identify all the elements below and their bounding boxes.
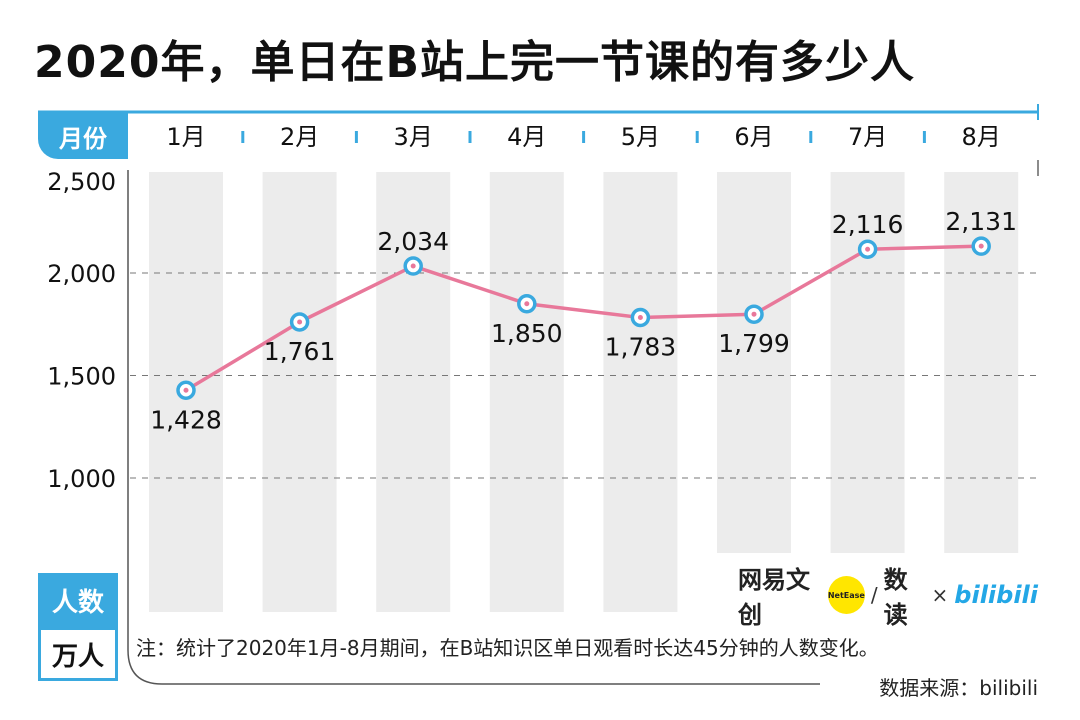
netease-logo: 网易文创 <box>738 566 810 629</box>
x-tick-label: 8月 <box>962 123 1001 151</box>
bilibili-logo: bilibili <box>954 581 1038 609</box>
y-tick-label: 1,500 <box>47 363 116 391</box>
month-band <box>830 172 905 553</box>
chart-title: 2020年，单日在B站上完一节课的有多少人 <box>34 37 915 88</box>
data-point-center <box>637 314 643 320</box>
data-label: 1,428 <box>150 405 222 434</box>
month-band <box>944 172 1019 553</box>
footer-note: 注：统计了2020年1月-8月期间，在B站知识区单日观看时长达45分钟的人数变化… <box>136 636 879 660</box>
month-band <box>376 172 451 612</box>
x-tick-label: 4月 <box>507 123 546 151</box>
x-tick-label: 2月 <box>280 123 319 151</box>
data-label: 1,850 <box>491 319 563 348</box>
x-tick-label: 7月 <box>848 123 887 151</box>
logo-times: × <box>931 583 949 607</box>
data-label: 1,799 <box>718 329 790 358</box>
data-point-center <box>297 319 303 325</box>
month-band <box>717 172 791 553</box>
y-tick-label: 1,000 <box>47 465 116 493</box>
shudu-logo: 数读 <box>883 566 908 629</box>
data-point-center <box>524 301 530 307</box>
unit-label-top: 人数 <box>38 573 118 627</box>
unit-box: 人数 万人 <box>38 573 118 685</box>
month-band <box>262 172 337 612</box>
data-label: 2,116 <box>832 210 904 239</box>
data-label: 1,783 <box>605 332 677 361</box>
x-tick-label: 5月 <box>621 123 660 151</box>
month-band <box>489 172 564 612</box>
unit-label-bottom: 万人 <box>38 627 118 681</box>
data-label: 2,131 <box>945 207 1017 236</box>
data-point-center <box>865 246 871 252</box>
month-axis-label: 月份 <box>38 113 128 159</box>
series-line <box>185 244 982 392</box>
month-band <box>603 172 678 612</box>
logo-slash: / <box>870 583 878 607</box>
data-point-center <box>978 243 984 249</box>
data-label: 2,034 <box>377 227 449 256</box>
frame-border <box>127 170 820 685</box>
netease-badge: NetEase <box>827 576 865 614</box>
x-tick-label: 6月 <box>734 123 773 151</box>
data-point-center <box>410 263 416 269</box>
y-tick-label: 2,000 <box>47 260 116 288</box>
y-tick-label: 2,500 <box>47 168 116 196</box>
x-tick-label: 3月 <box>394 123 433 151</box>
data-source: 数据来源：bilibili <box>879 676 1038 700</box>
data-point-center <box>183 387 189 393</box>
x-tick-label: 1月 <box>166 123 205 151</box>
data-label: 1,761 <box>264 337 336 366</box>
logo-group: 网易文创 NetEase / 数读 × bilibili <box>738 566 1038 629</box>
data-point-center <box>751 311 757 317</box>
